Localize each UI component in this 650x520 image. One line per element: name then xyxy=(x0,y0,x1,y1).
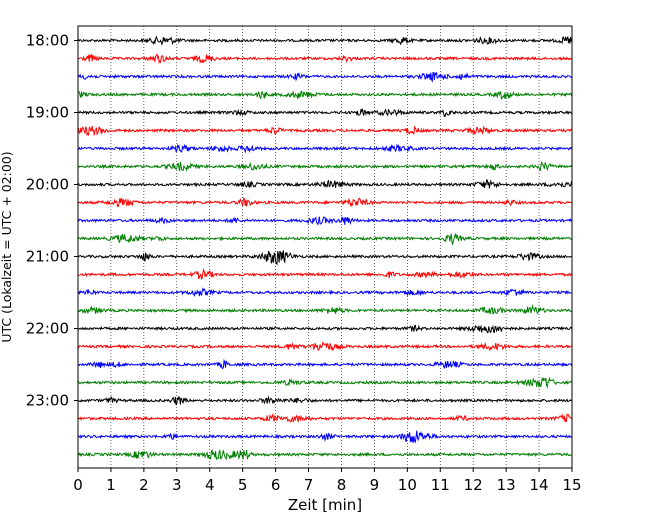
x-tick-label: 5 xyxy=(238,476,248,494)
traces xyxy=(77,35,573,461)
x-tick-label: 7 xyxy=(304,476,314,494)
trace-line xyxy=(77,71,573,83)
plot-frame xyxy=(77,25,573,469)
x-tick-label: 2 xyxy=(139,476,149,494)
trace-line xyxy=(77,287,573,298)
x-tick-label: 11 xyxy=(431,476,450,494)
trace-line xyxy=(77,324,573,334)
trace-line xyxy=(77,268,573,281)
trace-line xyxy=(77,90,573,101)
x-tick-label: 3 xyxy=(172,476,182,494)
y-axis: 18:00 19:00 20:00 21:00 22:00 23:00 xyxy=(26,32,78,410)
x-tick-label: 9 xyxy=(370,476,380,494)
x-tick-label: 14 xyxy=(530,476,549,494)
y-tick-label: 22:00 xyxy=(26,320,69,338)
y-tick-label: 23:00 xyxy=(26,392,69,410)
trace-line xyxy=(77,341,573,352)
trace-line xyxy=(77,53,573,65)
trace-line xyxy=(77,216,573,226)
y-tick-label: 18:00 xyxy=(26,32,69,50)
x-tick-label: 10 xyxy=(398,476,417,494)
x-tick-label: 12 xyxy=(464,476,483,494)
x-tick-label: 0 xyxy=(73,476,83,494)
trace-line xyxy=(77,232,573,246)
x-tick-label: 15 xyxy=(562,476,581,494)
y-axis-label: UTC (Lokalzeit = UTC + 02:00) xyxy=(0,151,14,342)
trace-line xyxy=(77,413,573,423)
x-tick-label: 1 xyxy=(106,476,116,494)
y-tick-label: 19:00 xyxy=(26,104,69,122)
x-axis: 0 1 2 3 4 5 6 7 8 9 10 11 12 13 14 15 xyxy=(73,468,582,494)
trace-line xyxy=(77,395,573,406)
trace-line xyxy=(77,197,573,208)
y-tick-label: 20:00 xyxy=(26,176,69,194)
x-tick-label: 6 xyxy=(271,476,281,494)
trace-line xyxy=(77,250,573,266)
trace-line xyxy=(77,108,573,117)
x-tick-label: 8 xyxy=(337,476,347,494)
trace-line xyxy=(77,430,573,444)
trace-line xyxy=(77,449,573,461)
trace-line xyxy=(77,376,573,389)
x-tick-label: 4 xyxy=(205,476,215,494)
trace-line xyxy=(77,179,573,189)
y-tick-label: 21:00 xyxy=(26,248,69,266)
trace-line xyxy=(77,143,573,154)
trace-line xyxy=(77,125,573,136)
trace-line xyxy=(77,35,573,46)
x-tick-label: 13 xyxy=(497,476,516,494)
trace-line xyxy=(77,161,573,173)
x-axis-label: Zeit [min] xyxy=(288,496,362,514)
trace-line xyxy=(77,358,573,370)
trace-line xyxy=(77,304,573,315)
